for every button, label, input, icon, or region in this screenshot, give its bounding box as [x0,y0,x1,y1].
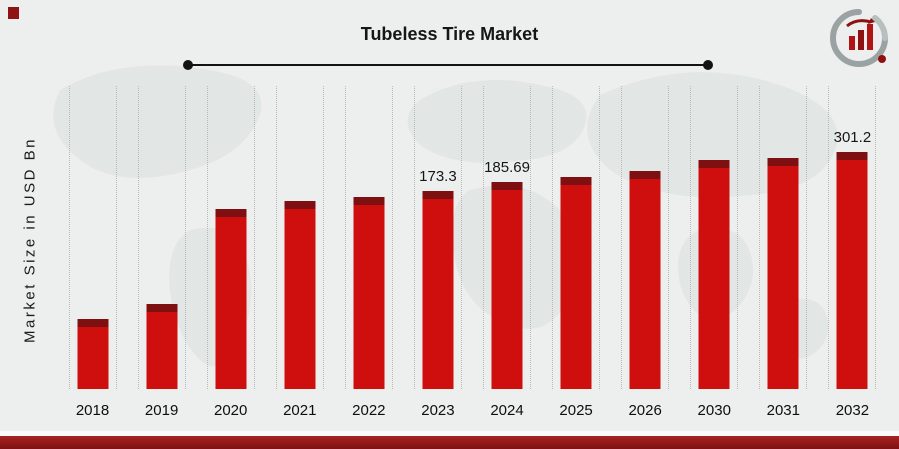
bar-2020 [215,209,247,389]
x-axis-label-2020: 2020 [214,402,248,419]
x-axis-label-2024: 2024 [490,402,524,419]
mrfr-logo [827,6,891,70]
vertical-gridline-pair [206,86,255,389]
bar-value-label-2032: 301.2 [833,129,872,146]
bar-2022 [353,197,385,389]
x-axis-label-2023: 2023 [421,402,455,419]
bar-cell-2026: 2026 [611,86,680,419]
x-axis-label-2018: 2018 [75,402,110,419]
bar-cell-2018: 2018 [58,86,127,419]
vertical-gridline-pair [828,86,877,389]
bar-cell-2030: 2030 [680,86,749,419]
period-marker-bar [188,64,708,66]
plot-area: 2018 2019 2020 2021 2022 173.3 2023 185.69 2024 2… [58,86,887,419]
bar-cell-2021: 2021 [265,86,334,419]
period-marker-line [183,59,713,71]
x-axis-label-2026: 2026 [628,402,662,419]
bar-cell-2020: 2020 [196,86,265,419]
vertical-gridline-pair [68,86,117,389]
y-axis-title: Market Size in USD Bn [21,137,39,343]
bar-2025 [560,177,592,389]
bar-cap-2023 [422,191,454,199]
bar-value-label-2024: 185.69 [484,159,530,176]
corner-accent-mark [8,7,19,19]
bar-cell-2022: 2022 [334,86,403,419]
bar-cap-2025 [560,177,592,185]
bar-cap-2019 [146,304,178,312]
bar-2032 [836,152,868,389]
bar-cap-2030 [698,160,730,168]
vertical-gridline-pair [621,86,670,389]
mrfr-logo-icon [830,9,888,67]
vertical-gridline-pair [413,86,462,389]
bar-2024 [491,182,523,389]
vertical-gridline-pair [759,86,808,389]
bar-2018 [77,319,109,389]
bar-cap-2021 [284,201,316,209]
bar-cap-2024 [491,182,523,190]
bar-2019 [146,304,178,389]
x-axis-label-2032: 2032 [835,402,870,419]
bar-cap-2026 [629,171,661,179]
vertical-gridline-pair [552,86,601,389]
x-axis-label-2031: 2031 [766,402,800,419]
bar-cell-2032: 301.2 2032 [818,86,887,419]
bar-cap-2031 [767,158,799,166]
x-axis-label-2019: 2019 [144,402,179,419]
vertical-gridline-pair [275,86,324,389]
bar-2023 [422,191,454,389]
bar-cell-2024: 185.69 2024 [472,86,541,419]
bar-cap-2018 [77,319,109,327]
bar-cell-2025: 2025 [542,86,611,419]
period-marker-end-dot [703,60,713,70]
vertical-gridline-pair [344,86,393,389]
bar-2030 [698,160,730,389]
footer-strip [0,436,899,449]
footer-gap [0,431,899,436]
bar-cell-2031: 2031 [749,86,818,419]
x-axis-label-2025: 2025 [559,402,593,419]
bar-2021 [284,201,316,389]
bar-cell-2019: 2019 [127,86,196,419]
x-axis-label-2030: 2030 [697,402,731,419]
x-axis-label-2021: 2021 [283,402,317,419]
chart-title: Tubeless Tire Market [360,24,539,44]
bar-2031 [767,158,799,389]
vertical-gridline-pair [483,86,531,389]
bar-cap-2020 [215,209,247,217]
bar-cap-2032 [836,152,868,160]
x-axis-label-2022: 2022 [352,402,386,419]
vertical-gridline-pair [137,86,186,389]
bar-cell-2023: 173.3 2023 [403,86,472,419]
bar-cap-2022 [353,197,385,205]
vertical-gridline-pair [690,86,739,389]
bar-2026 [629,171,661,389]
bar-value-label-2023: 173.3 [419,168,457,185]
